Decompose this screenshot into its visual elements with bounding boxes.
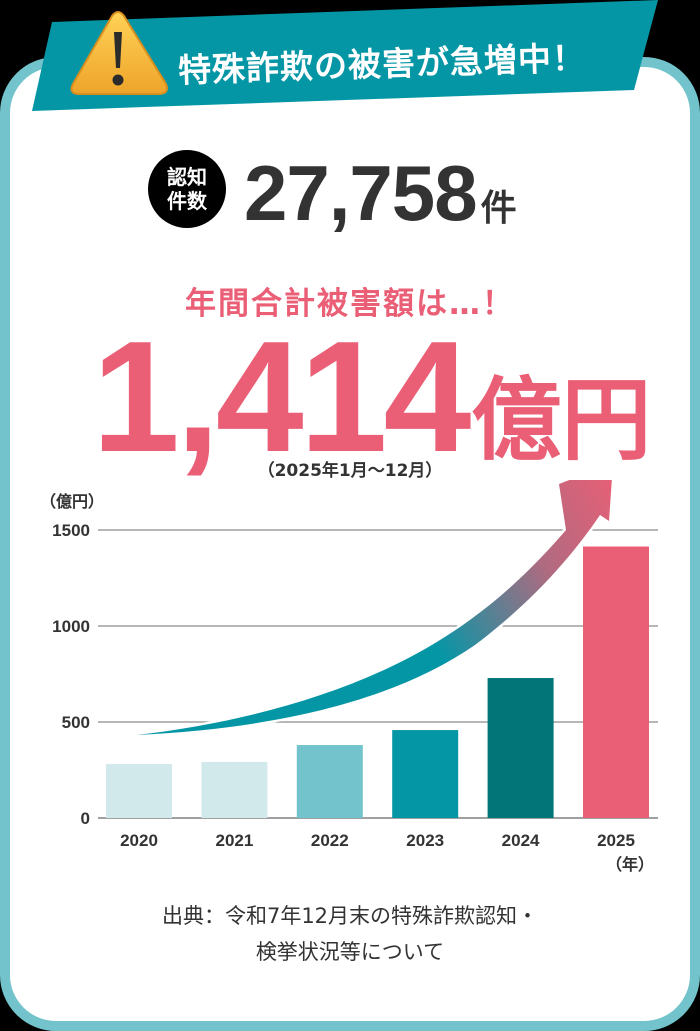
count-value: 27,758 bbox=[244, 149, 478, 237]
bar-2022 bbox=[296, 745, 363, 818]
amount-value: 1,414 bbox=[92, 309, 471, 485]
x-axis-unit: （年） bbox=[606, 855, 654, 874]
badge-line1: 認知 bbox=[167, 165, 207, 189]
warning-icon bbox=[70, 11, 168, 95]
y-axis-unit: （億円） bbox=[40, 492, 104, 511]
x-tick-label: 2022 bbox=[311, 831, 349, 850]
info-card bbox=[0, 57, 700, 1031]
y-tick-label: 1000 bbox=[52, 617, 90, 636]
x-axis-labels: 2020 2021 2022 2023 2024 2025 bbox=[120, 831, 635, 850]
bar-2023 bbox=[392, 730, 459, 818]
y-tick-label: 1500 bbox=[52, 521, 90, 540]
x-tick-label: 2025 bbox=[597, 831, 635, 850]
x-tick-label: 2023 bbox=[406, 831, 444, 850]
damage-headline: 年間合計被害額は…！ bbox=[185, 286, 515, 322]
bar-2024 bbox=[487, 678, 554, 818]
bar-2025 bbox=[583, 546, 649, 818]
x-tick-label: 2021 bbox=[215, 831, 253, 850]
bar-2020 bbox=[106, 764, 172, 818]
recognition-count: 27,758 件 bbox=[244, 148, 517, 254]
trend-arrow-icon bbox=[134, 480, 615, 738]
source-line2: 検挙状況等について bbox=[255, 940, 445, 964]
damage-period: （2025年1月〜12月） bbox=[257, 461, 443, 481]
bar-2021 bbox=[201, 761, 268, 818]
chart-gridlines: 0 500 1000 1500 bbox=[52, 521, 658, 828]
chart-bars bbox=[106, 546, 649, 818]
count-unit: 件 bbox=[480, 188, 517, 229]
x-tick-label: 2024 bbox=[502, 831, 540, 850]
amount-unit: 億円 bbox=[471, 368, 652, 473]
x-tick-label: 2020 bbox=[120, 831, 158, 850]
banner bbox=[32, 0, 658, 111]
source-line1: 出典：令和7年12月末の特殊詐欺認知・ bbox=[161, 904, 539, 928]
badge-line2: 件数 bbox=[167, 189, 207, 213]
recognition-badge: 認知 件数 bbox=[148, 150, 226, 228]
y-tick-label: 500 bbox=[62, 713, 90, 732]
source-citation: 出典：令和7年12月末の特殊詐欺認知・ 検挙状況等について bbox=[0, 898, 700, 970]
y-tick-label: 0 bbox=[81, 809, 90, 828]
damage-amount: 1,414億円 bbox=[92, 318, 652, 496]
